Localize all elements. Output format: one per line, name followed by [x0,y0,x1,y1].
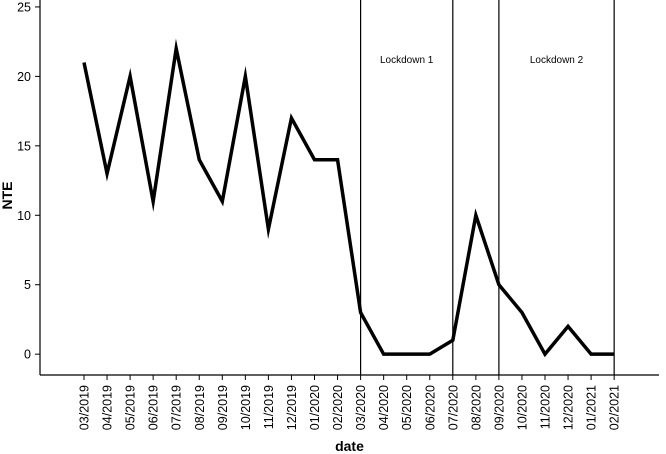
y-tick-label: 0 [24,348,31,362]
x-tick-label: 10/2020 [515,385,529,430]
x-tick-label: 07/2020 [446,385,460,430]
x-tick-label: 09/2020 [492,385,506,430]
y-tick-label: 15 [17,139,31,153]
x-tick-label: 12/2020 [562,385,576,430]
y-tick-label: 20 [17,70,31,84]
x-axis-title: date [335,438,364,454]
x-tick-label: 02/2021 [608,385,622,430]
annotation-label: Lockdown 2 [530,55,584,66]
x-tick-label: 06/2020 [423,385,437,430]
x-tick-label: 05/2020 [400,385,414,430]
annotations: Lockdown 1 Lockdown 2 [380,55,584,66]
x-tick-label: 09/2019 [216,385,230,430]
x-tick-label: 02/2020 [331,385,345,430]
y-tick-label: 5 [24,278,31,292]
x-tick-label: 12/2019 [285,385,299,430]
y-axis-title: NTE [0,182,15,210]
x-tick-label: 04/2020 [377,385,391,430]
x-tick-label: 03/2019 [78,385,92,430]
reference-lines [360,0,615,375]
plot-frame [39,0,659,376]
series-layer [82,38,615,358]
x-tick-label: 05/2019 [124,385,138,430]
x-tick-label: 07/2019 [170,385,184,430]
x-tick-label: 01/2021 [585,385,599,430]
x-tick-label: 01/2020 [308,385,322,430]
x-tick-label: 08/2019 [193,385,207,430]
annotation-label: Lockdown 1 [380,55,434,66]
x-tick-label: 08/2020 [469,385,483,430]
series-line [82,38,615,358]
y-tick-label: 25 [17,0,31,14]
x-tick-label: 10/2019 [239,385,253,430]
x-tick-label: 03/2020 [354,385,368,430]
y-tick-label: 10 [17,209,31,223]
x-tick-label: 06/2019 [147,385,161,430]
x-tick-label: 11/2019 [262,385,276,429]
y-axis-ticks: 0 5 10 15 20 25 [17,0,40,362]
x-tick-label: 04/2019 [101,385,115,430]
x-axis-ticks: 03/2019 04/2019 05/2019 06/2019 07/2019 08/20… [78,375,622,430]
x-tick-label: 11/2020 [539,385,553,429]
